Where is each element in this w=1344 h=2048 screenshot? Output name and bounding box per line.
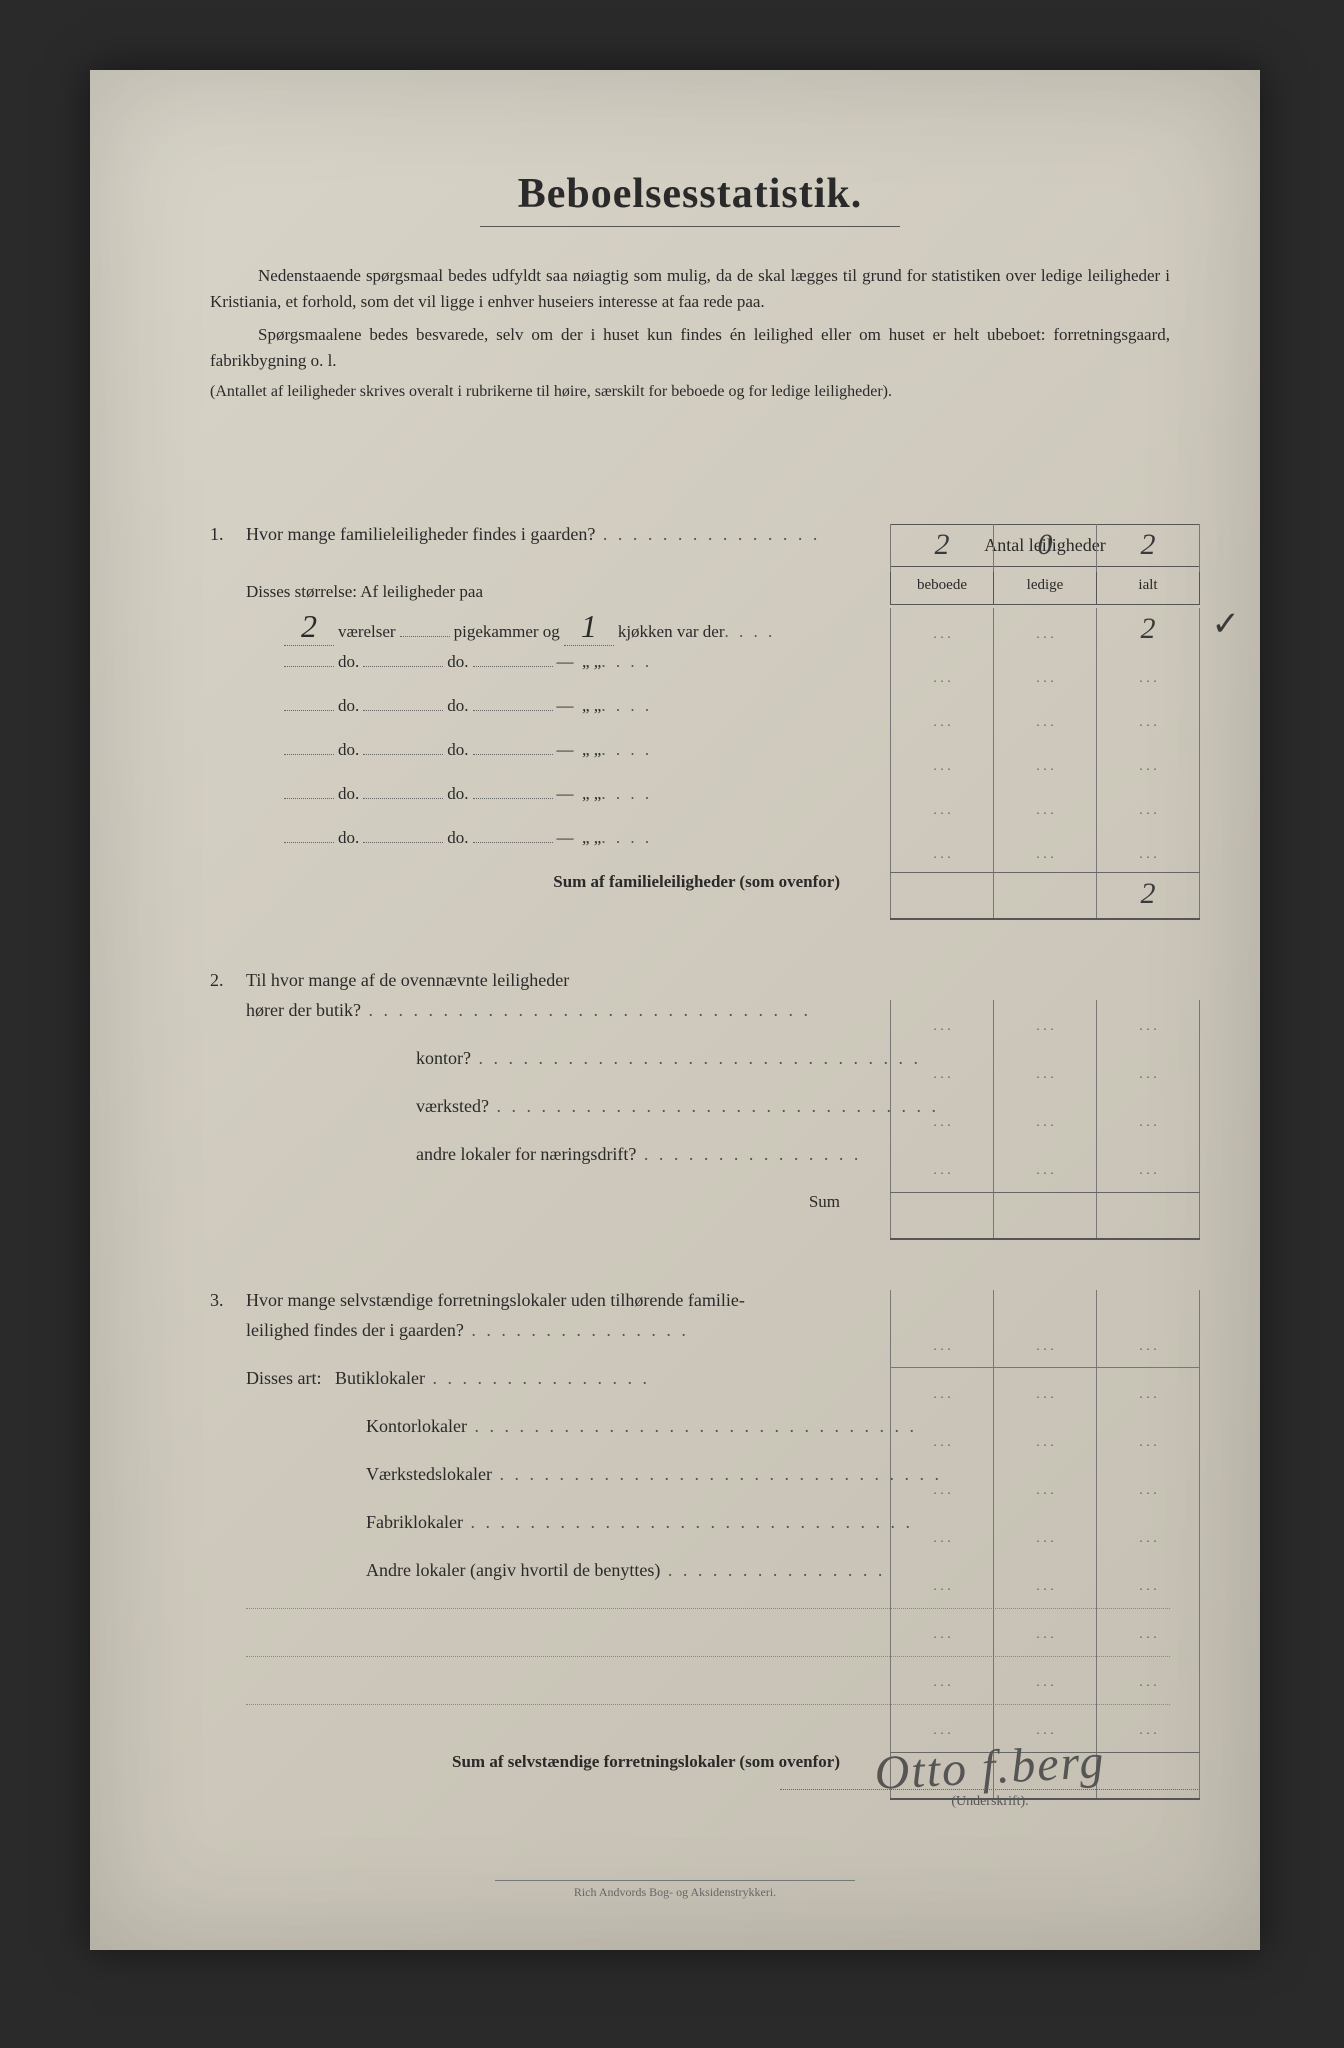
dash-1: — [557, 652, 574, 672]
q1-ledige: 0 [993, 524, 1096, 572]
intro-note: (Antallet af leiligheder skrives overalt… [210, 380, 1170, 404]
q1-kjokken-value: 1 [564, 608, 614, 646]
printer-credit: Rich Andvords Bog- og Aksidenstrykkeri. [495, 1880, 855, 1900]
q2-sum-row: Sum [246, 1192, 1170, 1240]
quote-1: „ „ [582, 652, 601, 672]
page-title: Beboelsesstatistik. [210, 170, 1170, 218]
q1-sum-row: Sum af familieleiligheder (som ovenfor) … [246, 872, 1170, 920]
q2-number: 2. [210, 970, 246, 991]
checkmark-icon: ✓ [1212, 604, 1241, 644]
q1-detail-row-5: do. do. — „ „ . . . . . . . . . [280, 784, 1170, 828]
q1-number: 1. [210, 524, 246, 545]
q1-detail-row-1: 2 værelser pigekammer og 1 kjøkken var d… [280, 608, 1170, 652]
intro-text-2: Spørgsmaalene bedes besvarede, selv om d… [210, 325, 1170, 370]
q1-sum-c2 [993, 873, 1096, 918]
row1-c3: 2 [1096, 608, 1200, 652]
q1-pigekammer-value [400, 636, 450, 637]
q1-detail-row-3: do. do. — „ „ . . . . . . . . . [280, 696, 1170, 740]
intro-text-1: Nedenstaaende spørgsmaal bedes udfyldt s… [210, 266, 1170, 311]
document-page: Beboelsesstatistik. Nedenstaaende spørgs… [90, 70, 1260, 1950]
q1-ialt: 2 [1096, 524, 1200, 572]
q1-detail-row-6: do. do. — „ „ . . . . . . . . . [280, 828, 1170, 872]
q1-beboede: 2 [890, 524, 993, 572]
q1-vaerelser-value: 2 [284, 608, 334, 646]
intro-note-text: (Antallet af leiligheder skrives overalt… [210, 383, 892, 400]
col-ialt: ialt [1097, 567, 1199, 604]
q1-detail-row-2: do. do. — „ „ . . . . . . . . . [280, 652, 1170, 696]
q1-sum-c1 [890, 873, 993, 918]
label-vaerelser: værelser [338, 622, 396, 642]
row1-c2: . . . [993, 608, 1096, 652]
title-underline [480, 226, 900, 227]
question-2: 2. Til hvor mange af de ovennævnte leili… [210, 970, 1170, 1240]
signature-area: Otto f.berg (Underskrift). [780, 1740, 1200, 1810]
label-pigekammer: pigekammer og [454, 622, 560, 642]
intro-paragraph-1: Nedenstaaende spørgsmaal bedes udfyldt s… [210, 263, 1170, 316]
q1-sum-c3: 2 [1096, 873, 1200, 918]
col-beboede: beboede [891, 567, 994, 604]
row1-c1: . . . [890, 608, 993, 652]
label-kjokken: kjøkken var der [618, 622, 725, 642]
q1-detail-row-4: do. do. — „ „ . . . . . . . . . [280, 740, 1170, 784]
form-area: Antal leiligheder beboede ledige ialt 1.… [210, 524, 1170, 1800]
col-ledige: ledige [994, 567, 1097, 604]
do-1b: do. [447, 652, 468, 672]
q1-text-span: Hvor mange familieleiligheder findes i g… [246, 524, 595, 544]
do-1a: do. [338, 652, 359, 672]
question-3: 3. Hvor mange selvstændige forretningslo… [210, 1290, 1170, 1800]
q3-number: 3. [210, 1290, 246, 1311]
intro-paragraph-2: Spørgsmaalene bedes besvarede, selv om d… [210, 322, 1170, 375]
q2-text: Til hvor mange af de ovennævnte leilighe… [246, 970, 1170, 991]
